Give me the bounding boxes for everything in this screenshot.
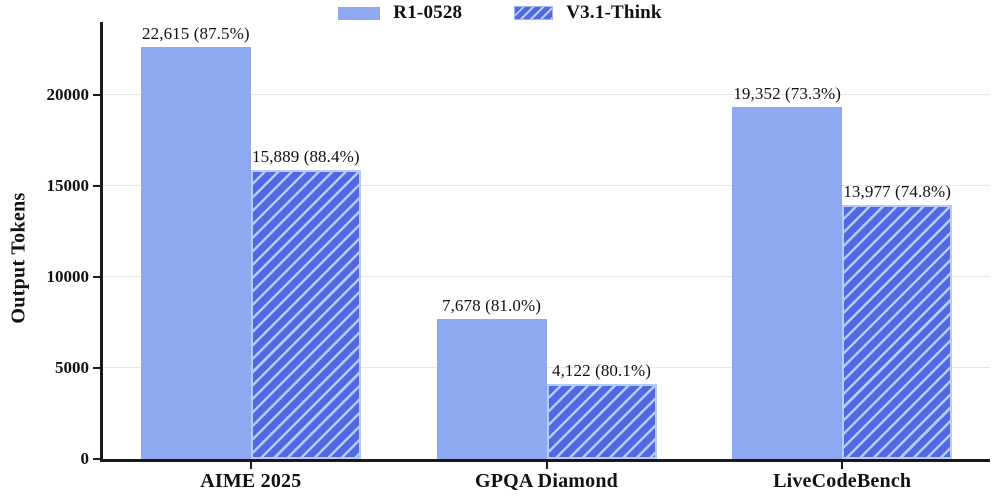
x-tick-label: AIME 2025 [200, 470, 302, 492]
chart-legend: R1-0528 V3.1-Think [0, 2, 1000, 24]
bar-value-label: 7,678 (81.0%) [441, 296, 542, 316]
bar-r1-0528-3 [732, 106, 843, 459]
y-tick-label: 0 [80, 449, 90, 468]
bar-v3.1-think-1 [250, 169, 361, 459]
y-tick-label: 5000 [55, 357, 89, 377]
y-tick-mark [93, 458, 100, 460]
y-tick-label: 10000 [46, 266, 90, 286]
x-tick-mark [841, 462, 844, 469]
bar-value-label: 19,352 (73.3%) [733, 83, 841, 103]
gridline [103, 276, 990, 278]
legend-label-r1-0528: R1-0528 [393, 2, 463, 23]
legend-item-v31-think: V3.1-Think [514, 2, 662, 24]
gridline [103, 94, 990, 96]
bar-v3.1-think-3 [842, 204, 953, 459]
y-tick-label: 15000 [46, 175, 90, 195]
gridline [103, 185, 990, 187]
bar-value-label: 22,615 (87.5%) [142, 24, 250, 44]
legend-label-v31-think: V3.1-Think [566, 2, 662, 23]
y-tick-mark [93, 93, 100, 96]
y-tick-label: 20000 [46, 84, 90, 104]
bar-value-label: 4,122 (80.1%) [551, 360, 652, 380]
legend-item-r1-0528: R1-0528 [338, 2, 462, 24]
bar-value-label: 13,977 (74.8%) [843, 181, 951, 201]
legend-swatch-hatched-icon [514, 6, 554, 20]
x-tick-label: LiveCodeBench [773, 470, 912, 492]
y-tick-mark [93, 184, 100, 187]
y-axis-title: Output Tokens [7, 192, 30, 324]
bar-value-label: 15,889 (88.4%) [252, 146, 360, 166]
bar-r1-0528-1 [140, 47, 251, 459]
y-tick-mark [93, 366, 100, 369]
bar-v3.1-think-2 [546, 383, 657, 459]
legend-swatch-solid-icon [338, 6, 381, 20]
y-tick-mark [93, 275, 100, 278]
bar-r1-0528-2 [436, 319, 547, 459]
x-tick-mark [249, 462, 252, 469]
x-tick-mark [545, 462, 548, 469]
x-tick-label: GPQA Diamond [475, 470, 618, 492]
plot-area: 0 5000 10000 15000 20000 22,615 (87.5%) 15,889… [47, 22, 990, 492]
gridline [103, 367, 990, 369]
